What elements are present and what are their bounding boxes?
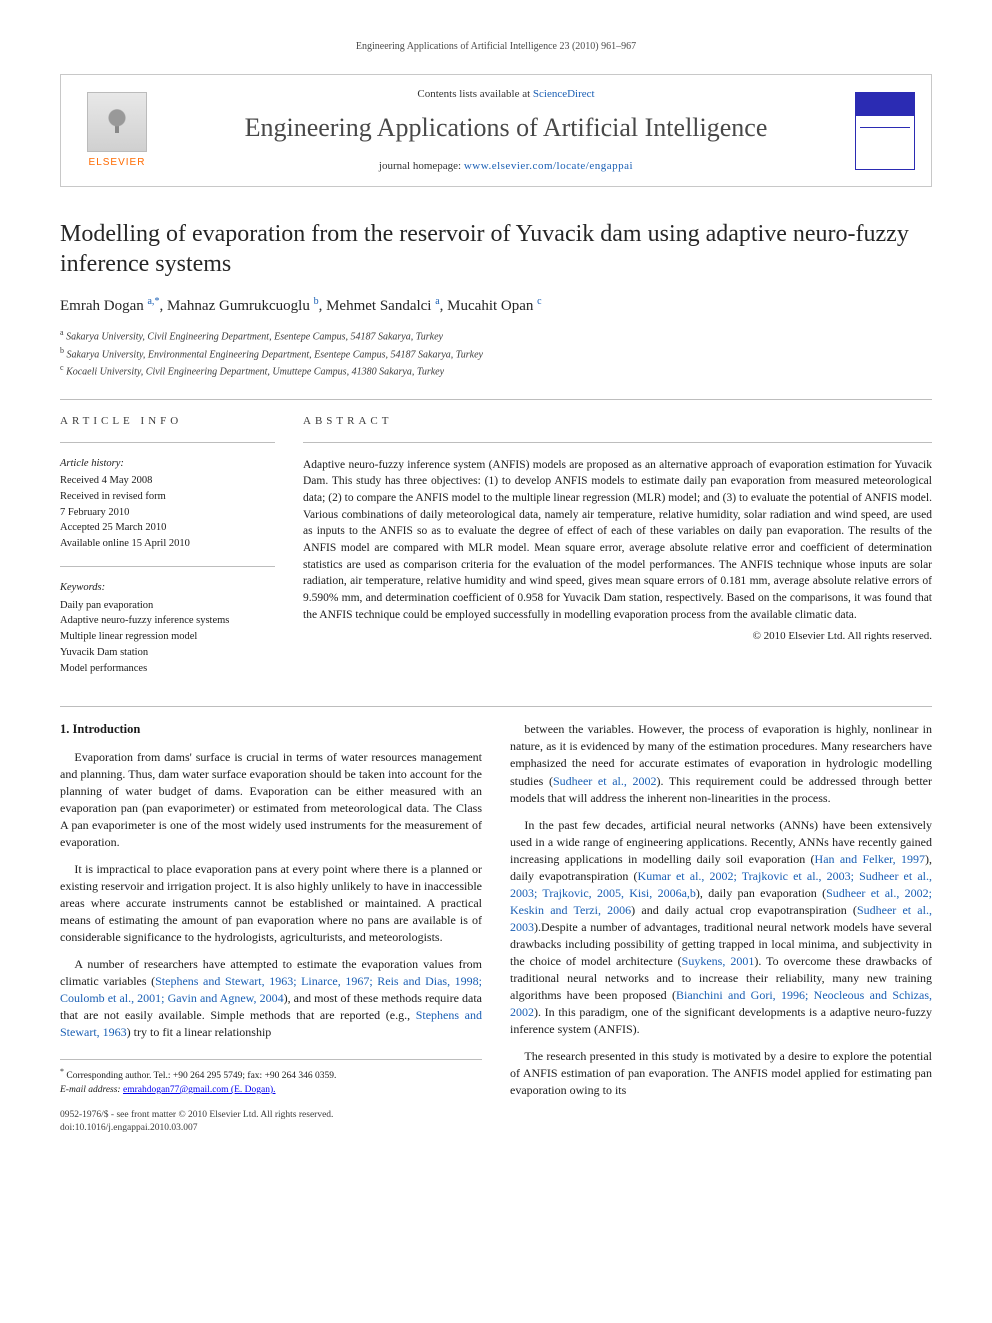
front-matter-line: 0952-1976/$ - see front matter © 2010 El… [60, 1109, 482, 1122]
divider-top [60, 399, 932, 400]
abstract-copyright: © 2010 Elsevier Ltd. All rights reserved… [303, 629, 932, 644]
history-label: Article history: [60, 457, 275, 472]
affiliations: a Sakarya University, Civil Engineering … [60, 327, 932, 379]
abstract-text: Adaptive neuro-fuzzy inference system (A… [303, 457, 932, 624]
contents-prefix: Contents lists available at [417, 88, 532, 100]
keyword: Multiple linear regression model [60, 629, 275, 645]
paragraph: It is impractical to place evaporation p… [60, 861, 482, 946]
keyword: Adaptive neuro-fuzzy inference systems [60, 613, 275, 629]
author-list: Emrah Dogan a,*, Mahnaz Gumrukcuoglu b, … [60, 295, 932, 317]
paragraph: In the past few decades, artificial neur… [510, 817, 932, 1038]
abstract-heading: ABSTRACT [303, 414, 932, 429]
left-column: 1. Introduction Evaporation from dams' s… [60, 721, 482, 1135]
keyword: Model performances [60, 661, 275, 677]
homepage-prefix: journal homepage: [379, 160, 464, 172]
abstract-column: ABSTRACT Adaptive neuro-fuzzy inference … [303, 414, 932, 676]
section-1-heading: 1. Introduction [60, 721, 482, 739]
divider-keywords [60, 566, 275, 567]
email-label: E-mail address: [60, 1085, 121, 1095]
info-abstract-row: ARTICLE INFO Article history: Received 4… [60, 414, 932, 676]
history-item: Received 4 May 2008 [60, 473, 275, 489]
paragraph: A number of researchers have attempted t… [60, 956, 482, 1041]
keywords-label: Keywords: [60, 581, 275, 596]
keyword: Yuvacik Dam station [60, 645, 275, 661]
doi-line: doi:10.1016/j.engappai.2010.03.007 [60, 1122, 482, 1135]
homepage-line: journal homepage: www.elsevier.com/locat… [173, 159, 839, 174]
author-2: Mahnaz Gumrukcuoglu b [167, 298, 319, 314]
paragraph: The research presented in this study is … [510, 1048, 932, 1099]
author-3: Mehmet Sandalci a [326, 298, 440, 314]
right-column: between the variables. However, the proc… [510, 721, 932, 1135]
journal-name: Engineering Applications of Artificial I… [173, 110, 839, 146]
keywords-list: Daily pan evaporation Adaptive neuro-fuz… [60, 598, 275, 677]
article-info-heading: ARTICLE INFO [60, 414, 275, 429]
corresponding-author-note: * Corresponding author. Tel.: +90 264 29… [60, 1066, 482, 1083]
paragraph: Evaporation from dams' surface is crucia… [60, 749, 482, 851]
homepage-link[interactable]: www.elsevier.com/locate/engappai [464, 160, 633, 172]
running-header: Engineering Applications of Artificial I… [60, 40, 932, 54]
footnotes: * Corresponding author. Tel.: +90 264 29… [60, 1059, 482, 1097]
elsevier-tree-icon [87, 92, 147, 152]
journal-cover-thumb [855, 92, 915, 170]
paragraph: between the variables. However, the proc… [510, 721, 932, 806]
contents-line: Contents lists available at ScienceDirec… [173, 87, 839, 102]
author-1: Emrah Dogan a,* [60, 298, 159, 314]
sciencedirect-link[interactable]: ScienceDirect [533, 88, 595, 100]
history-item: Available online 15 April 2010 [60, 536, 275, 552]
article-info-column: ARTICLE INFO Article history: Received 4… [60, 414, 275, 676]
history-item: Accepted 25 March 2010 [60, 520, 275, 536]
journal-banner: ELSEVIER Contents lists available at Sci… [60, 74, 932, 187]
banner-center: Contents lists available at ScienceDirec… [173, 87, 839, 174]
affiliation-c: c Kocaeli University, Civil Engineering … [60, 362, 932, 379]
doi-block: 0952-1976/$ - see front matter © 2010 El… [60, 1109, 482, 1136]
divider-info [60, 442, 275, 443]
divider-bottom [60, 706, 932, 707]
email-link[interactable]: emrahdogan77@gmail.com (E. Dogan). [123, 1085, 276, 1095]
body-columns: 1. Introduction Evaporation from dams' s… [60, 721, 932, 1135]
elsevier-wordmark: ELSEVIER [89, 156, 146, 170]
history-list: Received 4 May 2008 Received in revised … [60, 473, 275, 552]
affiliation-a: a Sakarya University, Civil Engineering … [60, 327, 932, 344]
history-item: Received in revised form [60, 489, 275, 505]
elsevier-logo: ELSEVIER [77, 92, 157, 170]
keyword: Daily pan evaporation [60, 598, 275, 614]
history-item: 7 February 2010 [60, 505, 275, 521]
affiliation-b: b Sakarya University, Environmental Engi… [60, 345, 932, 362]
author-4: Mucahit Opan c [447, 298, 541, 314]
article-title: Modelling of evaporation from the reserv… [60, 219, 932, 279]
email-line: E-mail address: emrahdogan77@gmail.com (… [60, 1084, 482, 1097]
divider-abstract [303, 442, 932, 443]
